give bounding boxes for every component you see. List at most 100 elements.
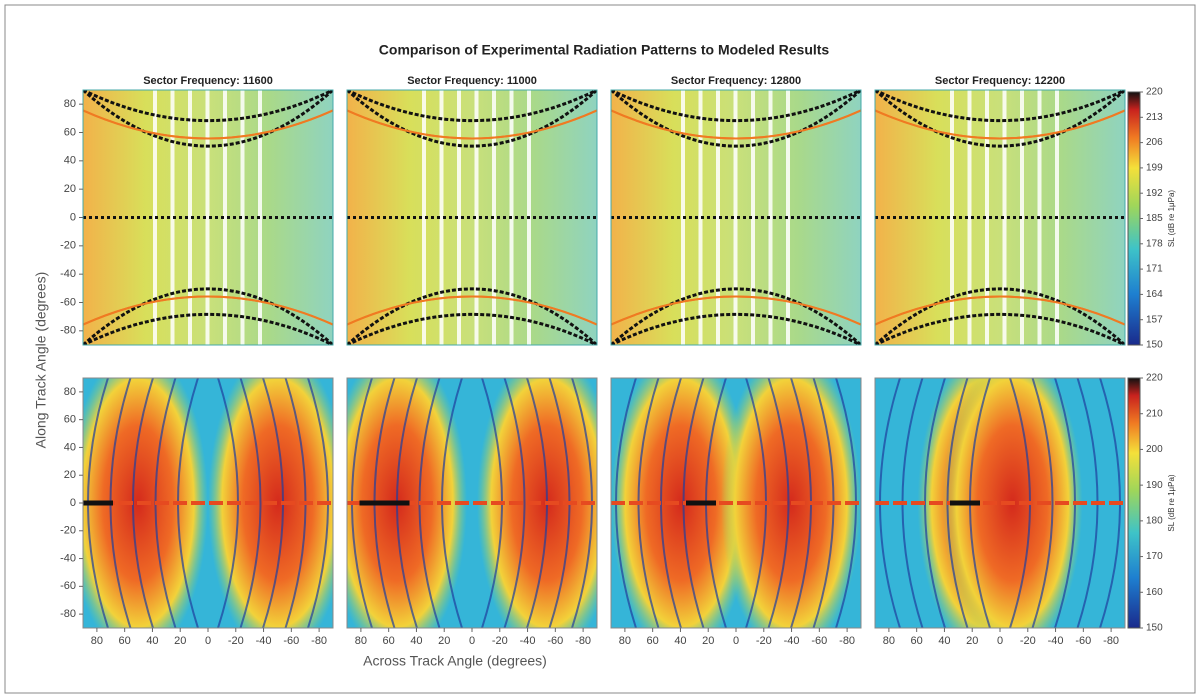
- heatmap: [347, 90, 597, 345]
- gap-stripe: [188, 90, 192, 345]
- y-tick-label: 60: [64, 414, 76, 426]
- pattern-arc: [875, 90, 1125, 148]
- x-tick-label: -40: [256, 635, 272, 647]
- gap-stripe: [698, 90, 703, 345]
- x-tick-label: -20: [228, 635, 244, 647]
- pattern-arc: [875, 287, 1125, 345]
- x-tick-label: 60: [383, 635, 395, 647]
- colorbar-tick-label: 190: [1146, 480, 1163, 491]
- pattern-arc: [83, 287, 333, 345]
- heatmap: [347, 378, 597, 628]
- x-axis-label: Across Track Angle (degrees): [363, 653, 547, 669]
- pattern-arc-edge: [83, 295, 333, 326]
- x-tick-label: 20: [702, 635, 714, 647]
- x-tick-label: 40: [938, 635, 950, 647]
- x-tick-label: 20: [966, 635, 978, 647]
- gap-stripe: [422, 90, 426, 345]
- x-tick-label: -80: [311, 635, 327, 647]
- x-tick-label: 40: [674, 635, 686, 647]
- gap-stripe: [716, 90, 720, 345]
- x-tick-label: -20: [756, 635, 772, 647]
- y-tick-label: -40: [60, 268, 76, 280]
- gap-stripe: [205, 90, 210, 345]
- colorbar-tick-label: 206: [1146, 137, 1163, 148]
- null-band: [132, 378, 154, 628]
- pattern-arc-edge: [347, 295, 597, 326]
- y-tick-label: -60: [60, 296, 76, 308]
- pattern-arc: [875, 313, 1125, 345]
- y-tick-label: 80: [64, 98, 76, 110]
- pattern-arc: [611, 313, 861, 345]
- pattern-arc: [875, 90, 1125, 122]
- y-tick-label: 60: [64, 126, 76, 138]
- plot-border: [346, 89, 598, 346]
- colorbar-tick-label: 220: [1146, 373, 1163, 384]
- x-tick-label: 80: [883, 635, 895, 647]
- y-tick-label: 0: [70, 211, 76, 223]
- pattern-arc-edge: [611, 295, 861, 326]
- heatmap: [611, 378, 861, 628]
- x-tick-label: 40: [146, 635, 158, 647]
- pattern-arc: [611, 287, 861, 345]
- pattern-arc-edge: [875, 109, 1125, 140]
- colorbar-tick-label: 192: [1146, 188, 1163, 199]
- plot-border: [610, 89, 862, 346]
- panel-title: Sector Frequency: 11000: [407, 75, 537, 87]
- y-tick-label: -80: [60, 608, 76, 620]
- x-tick-label: -20: [1020, 635, 1036, 647]
- y-tick-label: 40: [64, 441, 76, 453]
- colorbar: [1127, 377, 1141, 629]
- frame: [4, 4, 1196, 694]
- pattern-arc: [83, 90, 333, 148]
- x-tick-label: 60: [911, 635, 923, 647]
- x-tick-label: -80: [1103, 635, 1119, 647]
- pattern-arc: [347, 90, 597, 148]
- panel-title: Sector Frequency: 12200: [935, 75, 1065, 87]
- colorbar-tick-label: 171: [1146, 264, 1163, 275]
- pattern-arc-edge: [83, 109, 333, 140]
- colorbar-tick-label: 199: [1146, 163, 1163, 174]
- x-tick-label: 20: [174, 635, 186, 647]
- x-tick-label: 20: [438, 635, 450, 647]
- null-band: [660, 378, 682, 628]
- pattern-arc-edge: [347, 109, 597, 140]
- colorbar-label: SL (dB re 1μPa): [1167, 474, 1176, 532]
- heatmap: [83, 90, 333, 345]
- y-tick-label: 20: [64, 183, 76, 195]
- y-tick-label: -20: [60, 240, 76, 252]
- y-tick-label: 80: [64, 386, 76, 398]
- colorbar-tick-label: 185: [1146, 213, 1163, 224]
- colorbar-tick-label: 160: [1146, 587, 1163, 598]
- gap-stripe: [474, 90, 479, 345]
- plot-border: [874, 89, 1126, 346]
- x-tick-label: -40: [520, 635, 536, 647]
- gap-stripe: [985, 90, 989, 345]
- gap-stripe: [170, 90, 175, 345]
- colorbar-tick-label: 164: [1146, 289, 1163, 300]
- panel-title: Sector Frequency: 11600: [143, 75, 273, 87]
- x-tick-label: -60: [283, 635, 299, 647]
- heatmap: [611, 90, 861, 345]
- pattern-arc: [83, 90, 333, 122]
- colorbar-tick-label: 180: [1146, 515, 1163, 526]
- x-tick-label: -60: [811, 635, 827, 647]
- pattern-arc: [347, 287, 597, 345]
- colorbar: [1127, 91, 1141, 346]
- pattern-arc: [83, 313, 333, 345]
- gap-stripe: [457, 90, 461, 345]
- gap-stripe: [240, 90, 245, 345]
- colorbar-tick-label: 150: [1146, 623, 1163, 634]
- y-tick-label: 40: [64, 155, 76, 167]
- x-tick-label: 60: [647, 635, 659, 647]
- pattern-arc-edge: [611, 109, 861, 140]
- null-band: [239, 378, 262, 628]
- x-tick-label: -20: [492, 635, 508, 647]
- x-tick-label: 0: [205, 635, 211, 647]
- x-tick-label: 60: [119, 635, 131, 647]
- y-tick-label: -80: [60, 325, 76, 337]
- colorbar-tick-label: 213: [1146, 112, 1163, 123]
- y-tick-label: -20: [60, 525, 76, 537]
- colorbar-tick-label: 150: [1146, 340, 1163, 351]
- gap-stripe: [768, 90, 773, 345]
